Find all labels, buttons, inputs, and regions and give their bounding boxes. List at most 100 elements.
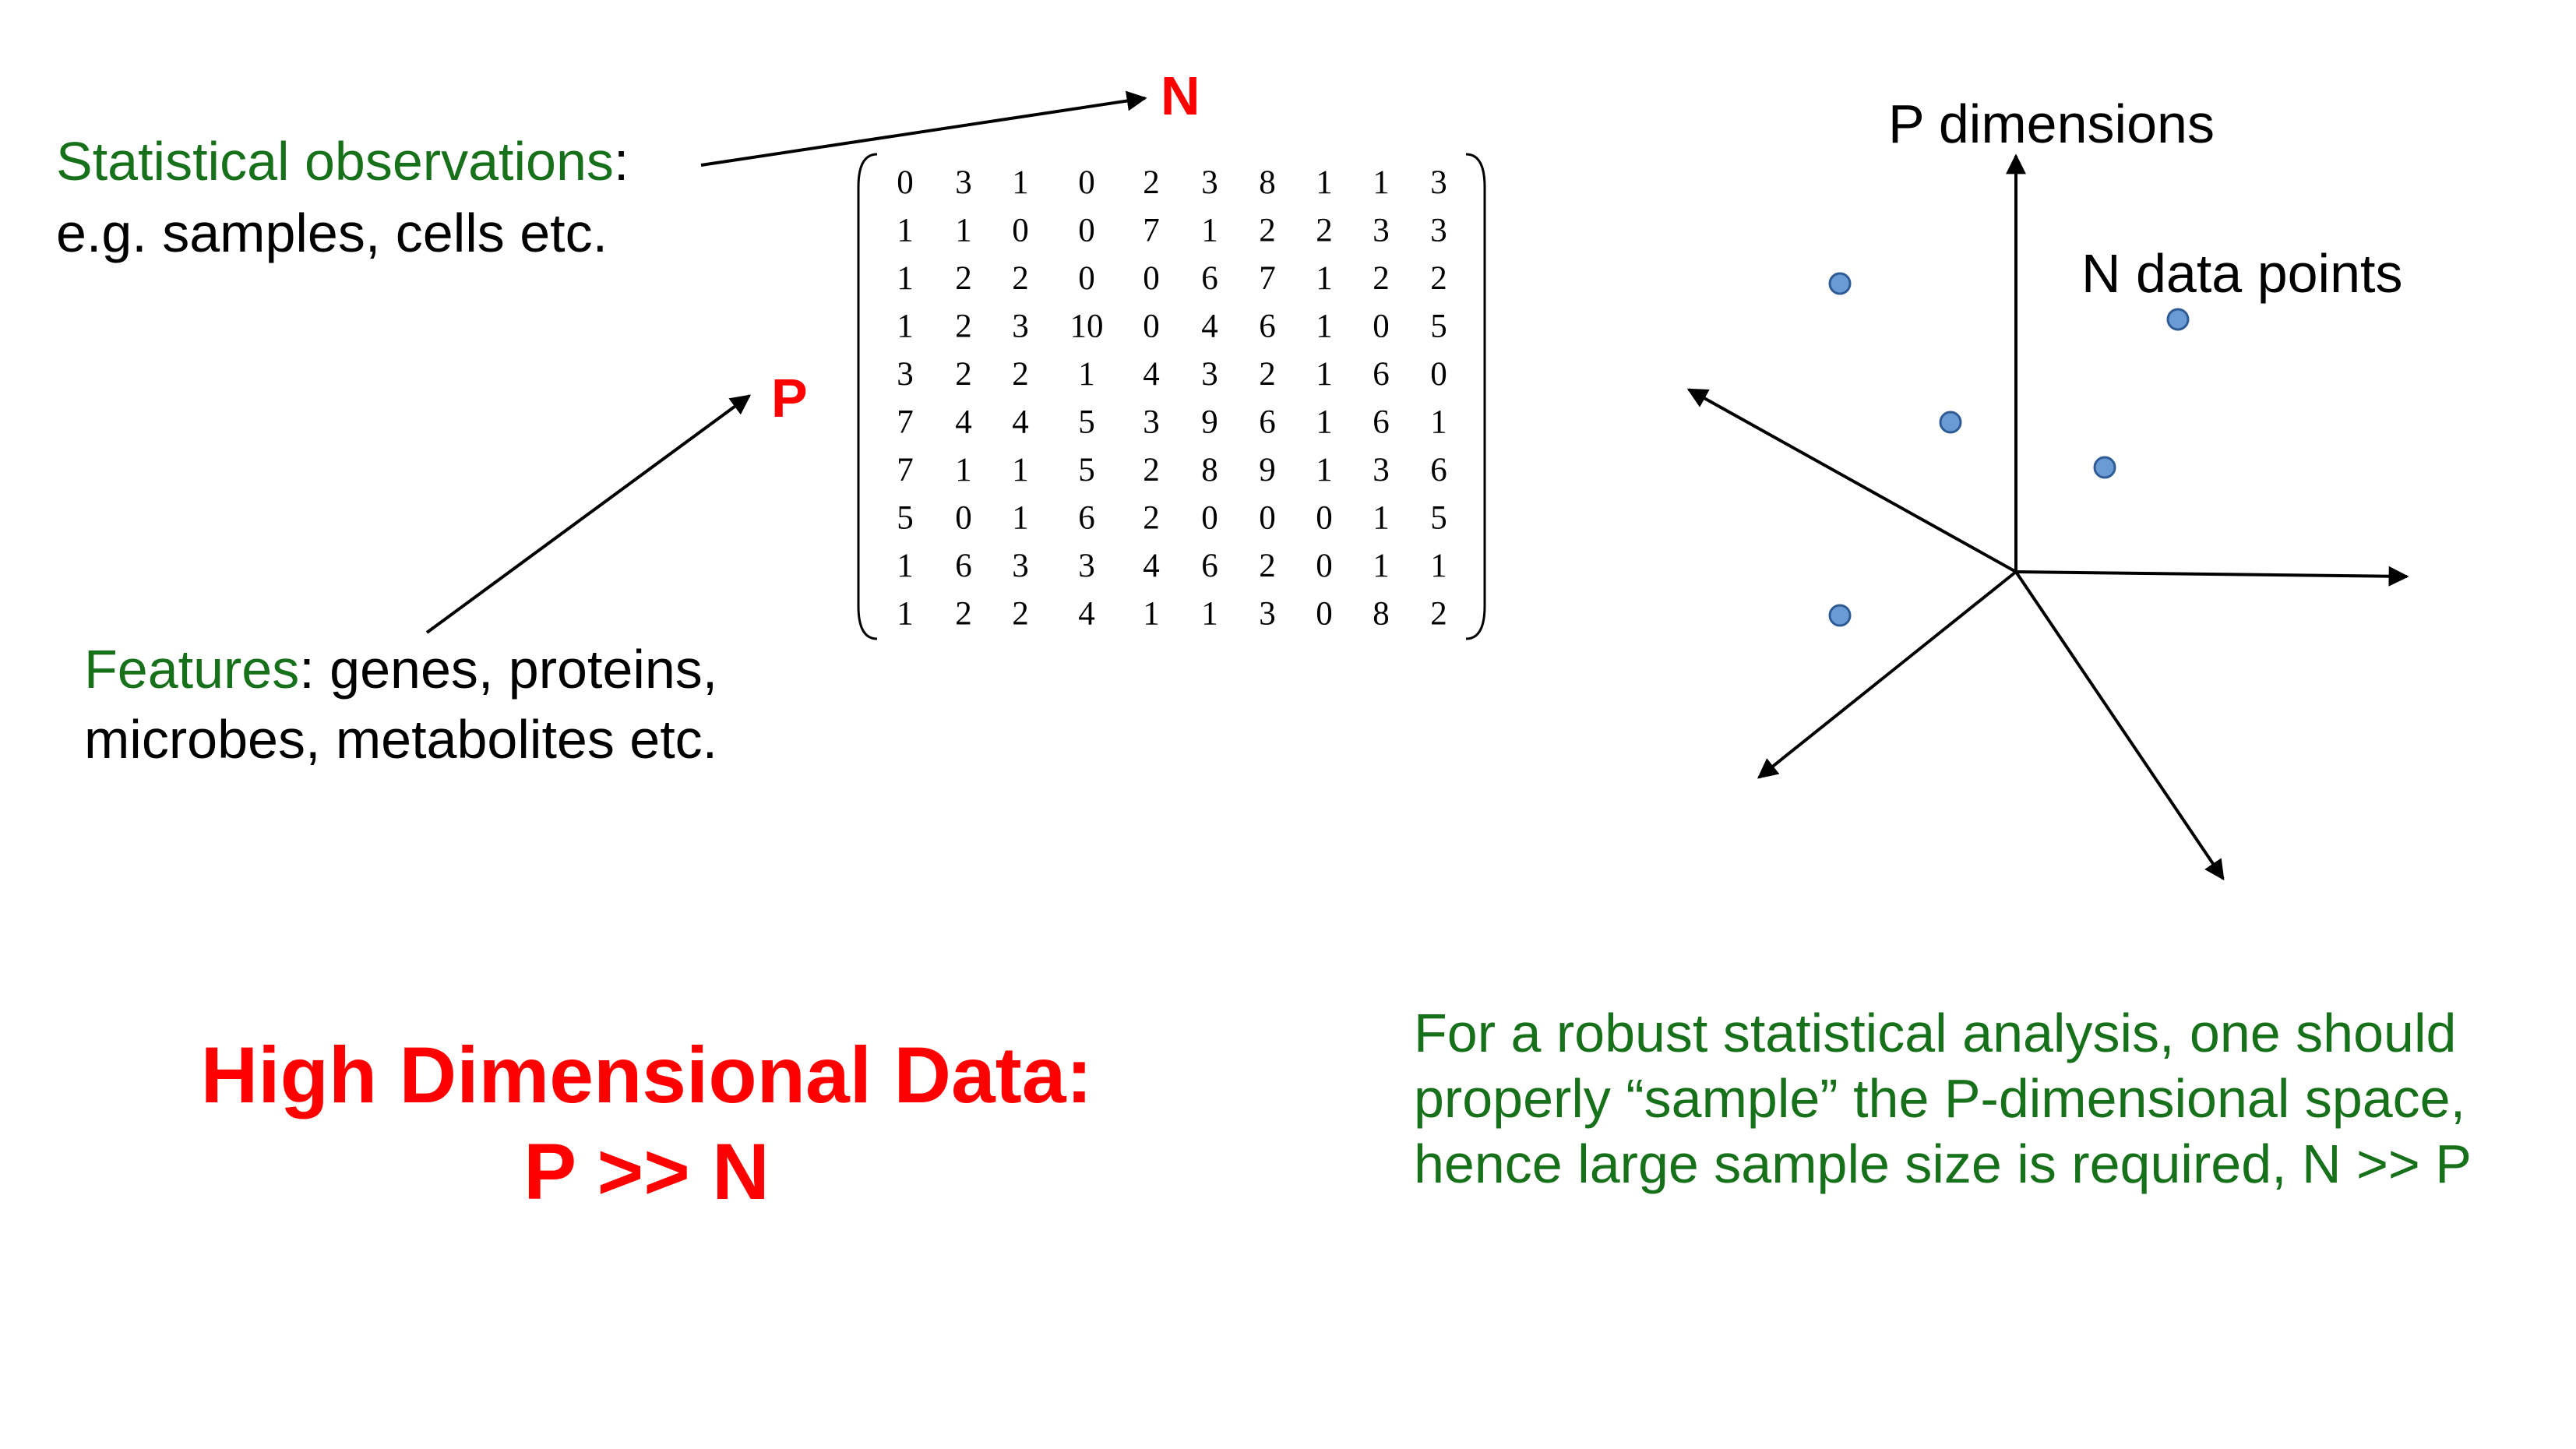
matrix-cell: 0 [1316,596,1333,633]
matrix-cell: 5 [1078,452,1095,488]
matrix-cell: 1 [1316,164,1333,201]
matrix-cell: 4 [1078,596,1095,633]
matrix-cell: 2 [1430,260,1447,297]
dimension-axes [1686,153,2409,881]
matrix-cell: 1 [1373,548,1390,584]
matrix-cell: 7 [1143,213,1160,249]
sampling-note: For a robust statistical analysis, one s… [1414,1003,2472,1194]
matrix-cell: 2 [955,356,972,393]
data-point [2093,456,2116,479]
matrix-cell: 6 [1259,404,1276,441]
matrix-cell: 1 [1012,500,1029,537]
matrix-cell: 3 [1012,308,1029,345]
observations-term: Statistical observations [56,131,614,192]
matrix-cell: 1 [1316,356,1333,393]
headline-line1: High Dimensional Data: [200,1031,1093,1119]
matrix-cell: 2 [1143,452,1160,488]
matrix-cell: 6 [1373,356,1390,393]
matrix-cell: 2 [1012,260,1029,297]
observations-label: Statistical observations: [56,134,629,189]
matrix-cell: 3 [1078,548,1095,584]
data-point [1828,604,1852,627]
matrix-cell: 1 [1316,308,1333,345]
features-list-start: : genes, proteins, [299,639,718,700]
p-dimensions-label: P dimensions [1888,93,2215,154]
matrix-cell: 1 [1012,452,1029,488]
matrix-cell: 2 [1259,213,1276,249]
matrix-cell: 0 [1078,260,1095,297]
features-examples: microbes, metabolites etc. [84,709,718,770]
matrix-cell: 6 [955,548,972,584]
matrix-cell: 0 [897,164,914,201]
features-label: Features: genes, proteins, [84,642,717,696]
matrix-cell: 1 [897,596,914,633]
matrix-cell: 6 [1201,548,1218,584]
matrix-cell: 4 [1143,548,1160,584]
matrix-cell: 1 [1316,260,1333,297]
matrix-cell: 3 [1373,213,1390,249]
matrix-cell: 6 [1259,308,1276,345]
matrix-cell: 1 [1430,404,1447,441]
matrix-cell: 9 [1201,404,1218,441]
matrix-label-p: P [771,368,808,428]
data-matrix: 0 3 1 0 2 3 8 1 1 31 1 0 0 7 1 2 2 3 31 2 2 0 0 6 7 1 2 21 2 3 10 0 4 6 1 0… [897,164,1447,633]
matrix-cell: 1 [955,452,972,488]
matrix-cell: 1 [1078,356,1095,393]
matrix-cell: 0 [1373,308,1390,345]
matrix-cell: 4 [1201,308,1218,345]
matrix-cell: 5 [897,500,914,537]
matrix-cell: 0 [1316,500,1333,537]
matrix-cell: 1 [897,308,914,345]
matrix-cell: 0 [1012,213,1029,249]
matrix-cell: 3 [1201,164,1218,201]
matrix-cell: 3 [1373,452,1390,488]
matrix-cell: 1 [1012,164,1029,201]
matrix-label-n: N [1161,65,1200,126]
matrix-cell: 2 [1316,213,1333,249]
axis-upper-left [1686,388,2017,573]
matrix-cell: 2 [1012,356,1029,393]
matrix-cell: 0 [1259,500,1276,537]
matrix-cell: 5 [1430,308,1447,345]
matrix-cell: 9 [1259,452,1276,488]
matrix-cell: 0 [1078,213,1095,249]
matrix-cell: 1 [1373,500,1390,537]
matrix-cell: 2 [1143,164,1160,201]
axis-lower-left [1757,570,2017,779]
matrix-cell: 1 [1201,596,1218,633]
matrix-cell: 3 [1012,548,1029,584]
matrix-cell: 1 [1143,596,1160,633]
matrix-cell: 2 [1373,260,1390,297]
matrix-cell: 7 [897,404,914,441]
matrix-cell: 5 [1430,500,1447,537]
matrix-cell: 1 [897,213,914,249]
axis-lower-right [2014,570,2225,881]
matrix-cell: 1 [1201,213,1218,249]
matrix-cell: 1 [897,260,914,297]
matrix-cell: 10 [1070,308,1104,345]
observations-arrow [700,90,1147,167]
matrix-cell: 8 [1373,596,1390,633]
matrix-cell: 3 [1143,404,1160,441]
axis-right [2015,566,2409,587]
matrix-cell: 3 [1430,213,1447,249]
matrix-cell: 6 [1201,260,1218,297]
features-term: Features [84,639,300,700]
matrix-cell: 2 [955,596,972,633]
data-point [1939,411,1962,434]
matrix-cell: 3 [1259,596,1276,633]
headline-line2: P >> N [523,1127,770,1217]
matrix-cell: 0 [1430,356,1447,393]
matrix-cell: 6 [1373,404,1390,441]
matrix-cell: 1 [1316,404,1333,441]
matrix-cell: 2 [1259,356,1276,393]
n-data-points-label: N data points [2081,243,2403,304]
matrix-cell: 3 [1201,356,1218,393]
matrix-cell: 3 [955,164,972,201]
matrix-cell: 2 [1259,548,1276,584]
observations-colon: : [613,131,629,192]
matrix-cell: 0 [1201,500,1218,537]
matrix-cell: 1 [1373,164,1390,201]
matrix-cell: 8 [1201,452,1218,488]
